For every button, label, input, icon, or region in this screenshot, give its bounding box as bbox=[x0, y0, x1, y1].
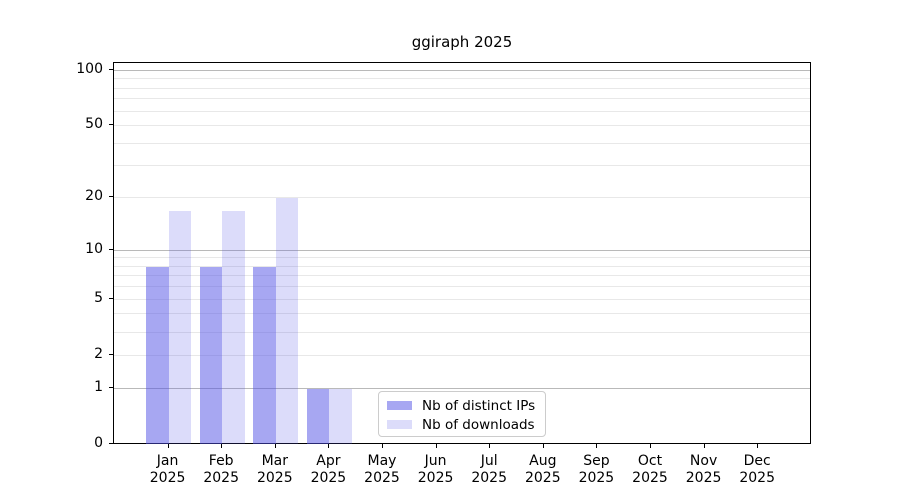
legend-label-distinct-ips: Nb of distinct IPs bbox=[422, 397, 536, 414]
chart-title: ggiraph 2025 bbox=[411, 33, 513, 51]
y-tick-mark bbox=[109, 196, 113, 198]
plot-area bbox=[113, 62, 811, 444]
y-tick-label: 50 bbox=[85, 116, 103, 133]
y-tick-mark bbox=[109, 386, 113, 388]
minor-gridline bbox=[114, 298, 810, 300]
legend-swatch-distinct-ips-icon bbox=[387, 401, 412, 410]
x-tick-label: Feb 2025 bbox=[203, 453, 239, 486]
y-tick-mark bbox=[109, 353, 113, 355]
x-tick-mark bbox=[435, 444, 437, 448]
legend-label-downloads: Nb of downloads bbox=[422, 416, 535, 433]
x-tick-mark bbox=[703, 444, 705, 448]
minor-gridline bbox=[114, 142, 810, 144]
x-tick-mark bbox=[274, 444, 276, 448]
x-tick-mark bbox=[328, 444, 330, 448]
x-tick-mark bbox=[382, 444, 383, 448]
x-tick-mark bbox=[596, 444, 598, 448]
minor-gridline bbox=[114, 265, 810, 267]
minor-gridline bbox=[114, 110, 810, 112]
x-tick-label: Nov 2025 bbox=[685, 453, 722, 486]
y-tick-label: 0 bbox=[94, 435, 103, 451]
x-tick-label: Jul 2025 bbox=[471, 453, 507, 486]
x-tick-label: Aug 2025 bbox=[524, 453, 561, 486]
y-tick-mark bbox=[109, 443, 113, 444]
legend-item-distinct-ips: Nb of distinct IPs bbox=[387, 396, 537, 415]
chart-legend: Nb of distinct IPs Nb of downloads bbox=[378, 391, 546, 437]
y-tick-label: 100 bbox=[76, 60, 103, 77]
legend-item-downloads: Nb of downloads bbox=[387, 415, 537, 434]
legend-swatch-downloads-icon bbox=[387, 420, 412, 429]
x-tick-label: Oct 2025 bbox=[632, 453, 668, 486]
x-tick-label: Jan 2025 bbox=[149, 453, 186, 486]
x-tick-label: May 2025 bbox=[364, 453, 400, 486]
x-tick-mark bbox=[757, 444, 759, 448]
bar-downloads-feb bbox=[222, 210, 245, 444]
x-tick-label: Mar 2025 bbox=[256, 453, 293, 486]
minor-gridline bbox=[114, 354, 810, 356]
bar-downloads-jan bbox=[168, 210, 191, 444]
bar-distinct-ips-mar bbox=[253, 266, 276, 444]
x-tick-mark bbox=[650, 444, 651, 448]
x-tick-label: Jun 2025 bbox=[417, 453, 454, 486]
y-tick-label: 2 bbox=[94, 345, 103, 362]
bar-downloads-mar bbox=[275, 198, 299, 444]
y-tick-label: 10 bbox=[85, 240, 103, 257]
y-tick-mark bbox=[109, 297, 113, 299]
bar-downloads-apr bbox=[329, 388, 352, 444]
x-tick-label: Dec 2025 bbox=[739, 453, 775, 486]
minor-gridline bbox=[114, 331, 810, 333]
minor-gridline bbox=[114, 98, 810, 100]
x-tick-mark bbox=[167, 444, 169, 448]
bar-distinct-ips-apr bbox=[307, 388, 330, 444]
x-tick-mark bbox=[221, 444, 223, 448]
minor-gridline bbox=[114, 165, 810, 167]
bar-distinct-ips-feb bbox=[199, 266, 223, 444]
y-tick-mark bbox=[109, 248, 113, 250]
minor-gridline bbox=[114, 313, 810, 315]
y-tick-label: 5 bbox=[94, 289, 103, 306]
major-gridline bbox=[114, 69, 810, 71]
minor-gridline bbox=[114, 275, 810, 277]
y-tick-mark bbox=[109, 68, 113, 70]
minor-gridline bbox=[114, 286, 810, 288]
y-tick-mark bbox=[109, 124, 113, 126]
minor-gridline bbox=[114, 78, 810, 80]
major-gridline bbox=[114, 249, 810, 251]
minor-gridline bbox=[114, 125, 810, 127]
y-tick-label: 1 bbox=[94, 378, 103, 395]
x-tick-mark bbox=[542, 444, 544, 448]
x-tick-mark bbox=[489, 444, 491, 448]
major-gridline bbox=[114, 387, 810, 389]
minor-gridline bbox=[114, 197, 810, 199]
y-tick-label: 20 bbox=[85, 188, 103, 205]
minor-gridline bbox=[114, 257, 810, 259]
minor-gridline bbox=[114, 87, 810, 89]
x-tick-label: Apr 2025 bbox=[310, 453, 347, 486]
bar-distinct-ips-jan bbox=[146, 266, 169, 444]
x-tick-label: Sep 2025 bbox=[578, 453, 615, 486]
